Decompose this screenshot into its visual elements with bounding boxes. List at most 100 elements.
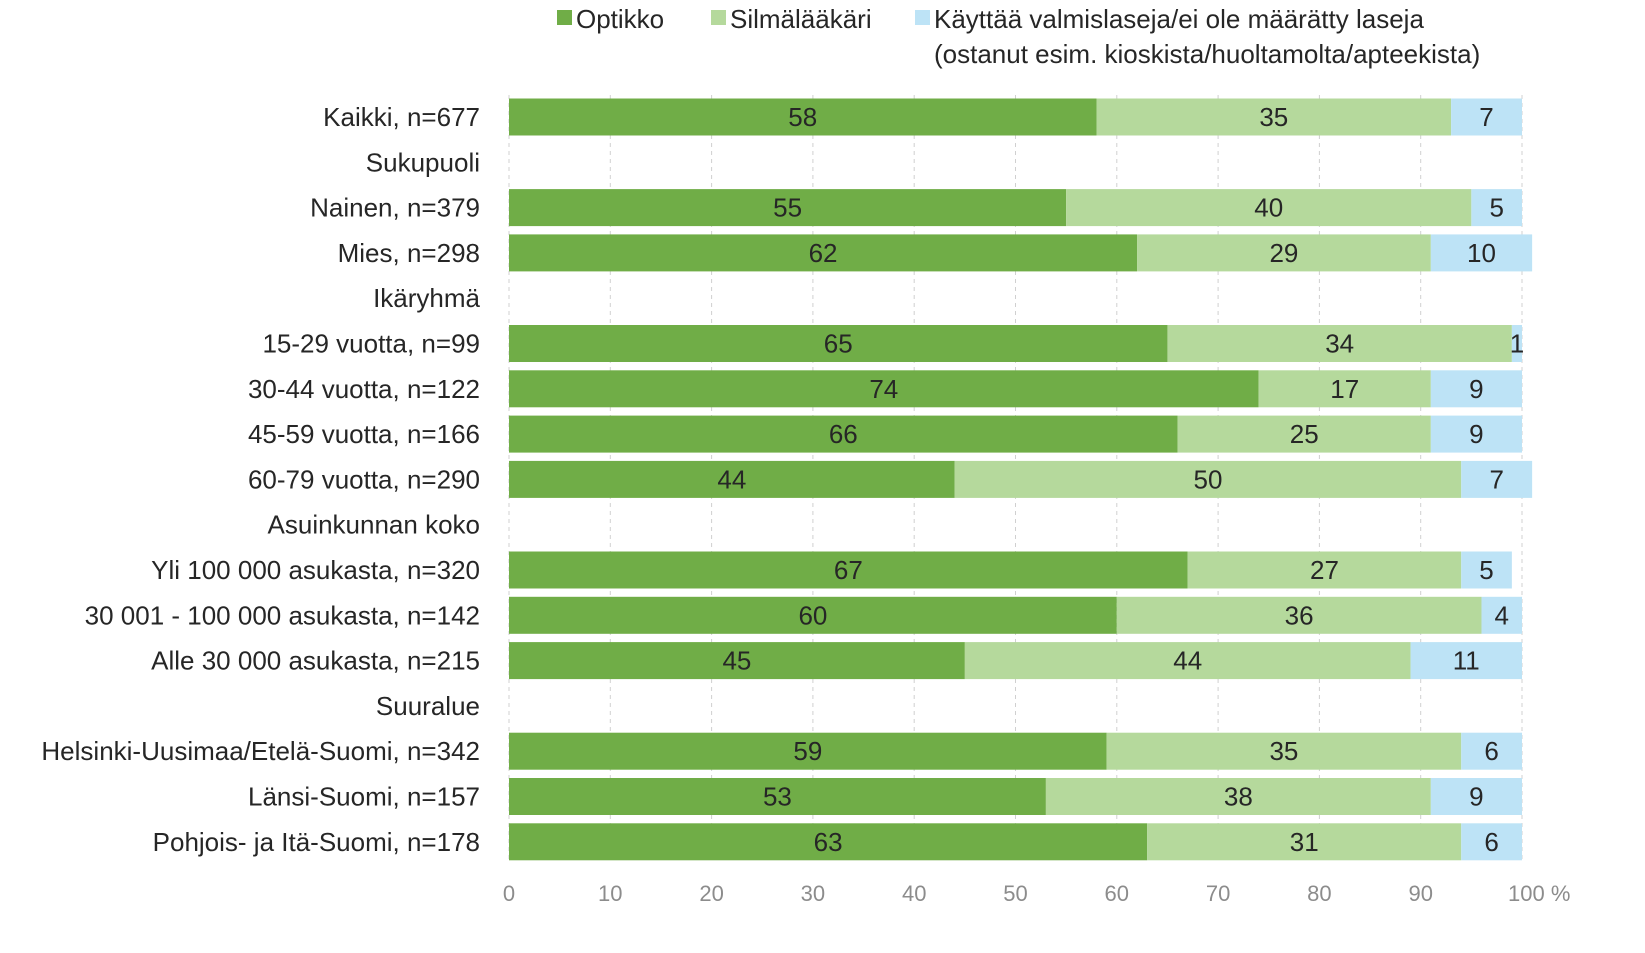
bar-segment bbox=[1461, 732, 1522, 770]
category-label: Alle 30 000 asukasta, n=215 bbox=[151, 646, 480, 676]
bar-segment bbox=[1116, 596, 1482, 634]
data-label: 63 bbox=[814, 827, 843, 857]
bar-segment bbox=[1167, 325, 1512, 362]
data-label: 53 bbox=[763, 782, 792, 812]
bar-segment bbox=[1106, 732, 1462, 770]
data-label: 66 bbox=[829, 419, 858, 449]
category-label: Helsinki-Uusimaa/Etelä-Suomi, n=342 bbox=[41, 736, 480, 766]
data-label: 67 bbox=[834, 555, 863, 585]
bar-segment bbox=[1430, 370, 1522, 408]
bar-segment bbox=[509, 370, 1259, 408]
data-label: 50 bbox=[1194, 464, 1223, 494]
bar-segment bbox=[1045, 778, 1431, 815]
legend-label: Käyttää valmislaseja/ei ole määrätty las… bbox=[934, 4, 1424, 34]
category-label: Sukupuoli bbox=[366, 147, 480, 177]
legend-label: (ostanut esim. kioskista/huoltamolta/apt… bbox=[934, 39, 1480, 69]
x-axis-ticks: 0 10 20 30 40 50 60 70 80 90 100 % bbox=[503, 881, 1571, 906]
bar-segment bbox=[509, 415, 1178, 453]
bar-segment bbox=[1177, 415, 1431, 453]
category-label: Nainen, n=379 bbox=[310, 193, 480, 223]
data-label: 6 bbox=[1484, 736, 1498, 766]
data-label: 38 bbox=[1224, 782, 1253, 812]
category-label: Mies, n=298 bbox=[338, 238, 480, 268]
legend-label: Optikko bbox=[576, 4, 664, 34]
category-label: Suuralue bbox=[376, 691, 480, 721]
bar-segment bbox=[1461, 551, 1512, 589]
bar-segment bbox=[1451, 98, 1522, 136]
bar-segment bbox=[1258, 370, 1431, 408]
data-label: 58 bbox=[788, 102, 817, 132]
legend-swatch bbox=[711, 10, 726, 25]
category-label: Asuinkunnan koko bbox=[268, 510, 480, 540]
data-label: 25 bbox=[1290, 419, 1319, 449]
bar-segment bbox=[509, 460, 955, 498]
bar-segment bbox=[954, 460, 1462, 498]
x-tick-label: 90 bbox=[1408, 881, 1432, 906]
bar-segment bbox=[1066, 189, 1472, 227]
bar-segment bbox=[509, 234, 1138, 272]
data-label: 9 bbox=[1469, 374, 1483, 404]
data-label: 29 bbox=[1269, 238, 1298, 268]
bar-segment bbox=[1430, 778, 1522, 815]
category-label: 30 001 - 100 000 asukasta, n=142 bbox=[85, 600, 480, 630]
data-label: 55 bbox=[773, 193, 802, 223]
data-label: 59 bbox=[793, 736, 822, 766]
bar-segment bbox=[509, 98, 1097, 136]
bar-segment bbox=[1471, 189, 1522, 227]
data-label: 11 bbox=[1453, 646, 1480, 676]
x-tick-label: 70 bbox=[1206, 881, 1230, 906]
bar-segment bbox=[509, 778, 1046, 815]
category-label: Länsi-Suomi, n=157 bbox=[248, 782, 480, 812]
category-label: Ikäryhmä bbox=[373, 283, 480, 313]
category-label: Yli 100 000 asukasta, n=320 bbox=[151, 555, 480, 585]
x-tick-label: 20 bbox=[699, 881, 723, 906]
bar-segment bbox=[964, 642, 1411, 680]
bar-segment bbox=[1481, 596, 1522, 634]
category-label: 60-79 vuotta, n=290 bbox=[248, 464, 480, 494]
data-label: 27 bbox=[1310, 555, 1339, 585]
bar-segment bbox=[509, 642, 965, 680]
data-label: 7 bbox=[1479, 102, 1493, 132]
data-label: 17 bbox=[1330, 374, 1359, 404]
bar-segment bbox=[1147, 823, 1462, 861]
legend: Optikko Silmälääkäri Käyttää valmislaseja/… bbox=[557, 4, 1480, 69]
legend-swatch bbox=[915, 10, 930, 25]
data-label: 6 bbox=[1484, 827, 1498, 857]
bar-segment bbox=[509, 551, 1188, 589]
x-tick-label: 30 bbox=[801, 881, 825, 906]
data-label: 60 bbox=[798, 600, 827, 630]
bar-segment bbox=[509, 732, 1107, 770]
data-label: 5 bbox=[1479, 555, 1493, 585]
data-label: 36 bbox=[1285, 600, 1314, 630]
data-label: 44 bbox=[1173, 646, 1202, 676]
data-label: 10 bbox=[1467, 238, 1496, 268]
x-tick-label: 40 bbox=[902, 881, 926, 906]
data-label: 35 bbox=[1259, 102, 1288, 132]
bar-segment bbox=[1096, 98, 1452, 136]
bar-segment bbox=[1187, 551, 1462, 589]
category-label: Pohjois- ja Itä-Suomi, n=178 bbox=[153, 827, 480, 857]
category-label: 45-59 vuotta, n=166 bbox=[248, 419, 480, 449]
bar-segment bbox=[1430, 234, 1533, 272]
bar-segment bbox=[509, 823, 1148, 861]
bar-segment bbox=[1511, 325, 1522, 362]
data-label: 1 bbox=[1510, 329, 1524, 359]
bar-segment bbox=[1410, 642, 1522, 680]
x-tick-label: 60 bbox=[1105, 881, 1129, 906]
legend-label: Silmälääkäri bbox=[730, 4, 872, 34]
legend-swatch bbox=[557, 10, 572, 25]
data-label: 44 bbox=[717, 464, 746, 494]
x-tick-label: 0 bbox=[503, 881, 515, 906]
bar-segment bbox=[1461, 460, 1533, 498]
bar-segment bbox=[509, 596, 1117, 634]
bar-segment bbox=[1137, 234, 1431, 272]
category-label: 15-29 vuotta, n=99 bbox=[262, 329, 480, 359]
data-label: 31 bbox=[1290, 827, 1319, 857]
data-label: 34 bbox=[1325, 329, 1354, 359]
bar-segment bbox=[509, 189, 1067, 227]
data-label: 35 bbox=[1269, 736, 1298, 766]
data-label: 7 bbox=[1489, 464, 1503, 494]
